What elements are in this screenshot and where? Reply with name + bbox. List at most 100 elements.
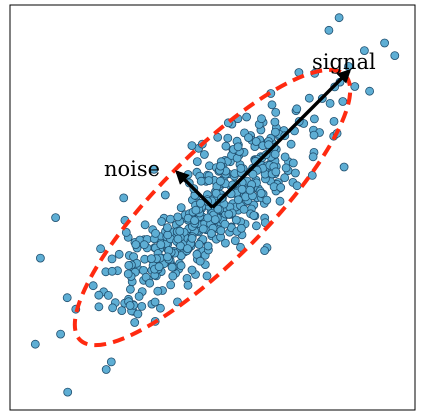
- data-point: [124, 260, 134, 270]
- data-point: [220, 219, 230, 229]
- data-point: [338, 97, 348, 106]
- data-point: [107, 266, 117, 276]
- data-point: [224, 209, 234, 219]
- data-point: [270, 127, 280, 137]
- data-point: [309, 114, 319, 124]
- data-point: [149, 164, 159, 174]
- data-point: [163, 230, 173, 240]
- data-point: [288, 158, 298, 168]
- data-point: [137, 301, 147, 311]
- data-point: [257, 114, 266, 124]
- data-point: [216, 226, 226, 236]
- data-point: [308, 152, 318, 162]
- data-point: [309, 130, 319, 140]
- data-point: [324, 25, 334, 35]
- data-point: [267, 100, 277, 110]
- data-point: [339, 162, 349, 172]
- data-point: [230, 236, 240, 246]
- data-point: [125, 284, 135, 294]
- noise-arrow: [175, 170, 214, 209]
- data-point: [195, 256, 205, 266]
- data-point: [203, 241, 213, 251]
- data-point: [281, 163, 291, 173]
- data-point: [156, 240, 166, 250]
- data-point: [270, 117, 280, 127]
- data-point: [175, 226, 185, 236]
- data-point: [260, 246, 270, 256]
- data-point: [94, 302, 104, 312]
- data-point: [198, 224, 208, 234]
- data-point: [307, 170, 317, 180]
- data-point: [223, 133, 233, 143]
- data-point: [121, 227, 131, 237]
- data-point: [108, 303, 117, 313]
- data-point: [94, 290, 104, 300]
- data-point: [114, 249, 124, 259]
- data-point: [140, 220, 150, 230]
- data-point: [262, 195, 272, 205]
- data-point: [130, 318, 140, 327]
- data-point: [183, 170, 193, 179]
- data-points: [30, 13, 400, 397]
- data-point: [104, 290, 113, 300]
- data-point: [239, 204, 249, 214]
- data-point: [106, 357, 116, 367]
- data-point: [176, 261, 186, 271]
- data-point: [365, 86, 375, 96]
- data-point: [236, 223, 246, 233]
- data-point: [215, 176, 225, 186]
- data-point: [292, 104, 302, 114]
- data-point: [210, 215, 220, 225]
- data-point: [220, 238, 230, 248]
- data-point: [153, 286, 163, 296]
- data-point: [187, 233, 197, 243]
- data-point: [329, 117, 339, 126]
- signal-arrow: [211, 68, 352, 209]
- data-point: [168, 271, 178, 281]
- data-point: [276, 183, 286, 192]
- data-point: [165, 214, 175, 224]
- data-point: [145, 278, 155, 288]
- data-point: [290, 168, 300, 178]
- data-point: [162, 223, 172, 233]
- data-point: [88, 281, 98, 291]
- data-point: [271, 108, 281, 117]
- data-point: [206, 229, 216, 238]
- data-point: [163, 252, 172, 262]
- data-point: [237, 184, 247, 194]
- data-point: [166, 280, 176, 290]
- data-point: [190, 216, 200, 226]
- data-point: [236, 163, 246, 173]
- data-point: [233, 142, 243, 152]
- data-point: [183, 244, 192, 254]
- data-point: [187, 141, 197, 151]
- data-point: [192, 157, 202, 167]
- data-point: [173, 234, 183, 244]
- data-point: [270, 149, 280, 159]
- data-point: [275, 196, 285, 206]
- data-point: [62, 293, 72, 303]
- data-point: [101, 365, 111, 374]
- data-point: [390, 51, 400, 60]
- data-point: [236, 242, 245, 252]
- data-point: [125, 301, 135, 310]
- data-point: [151, 228, 160, 238]
- signal-label: signal: [312, 50, 376, 74]
- data-point: [248, 169, 258, 179]
- data-point: [30, 339, 40, 349]
- data-point: [196, 176, 206, 186]
- data-point: [264, 140, 274, 150]
- data-point: [245, 185, 255, 195]
- data-point: [204, 176, 214, 186]
- data-point: [146, 254, 156, 264]
- data-point: [36, 253, 45, 263]
- data-point: [304, 93, 314, 103]
- data-point: [157, 217, 167, 226]
- data-point: [133, 309, 143, 319]
- data-point: [242, 112, 252, 122]
- data-point: [155, 303, 165, 313]
- data-point: [160, 190, 170, 200]
- data-point: [150, 297, 160, 307]
- data-point: [334, 13, 344, 23]
